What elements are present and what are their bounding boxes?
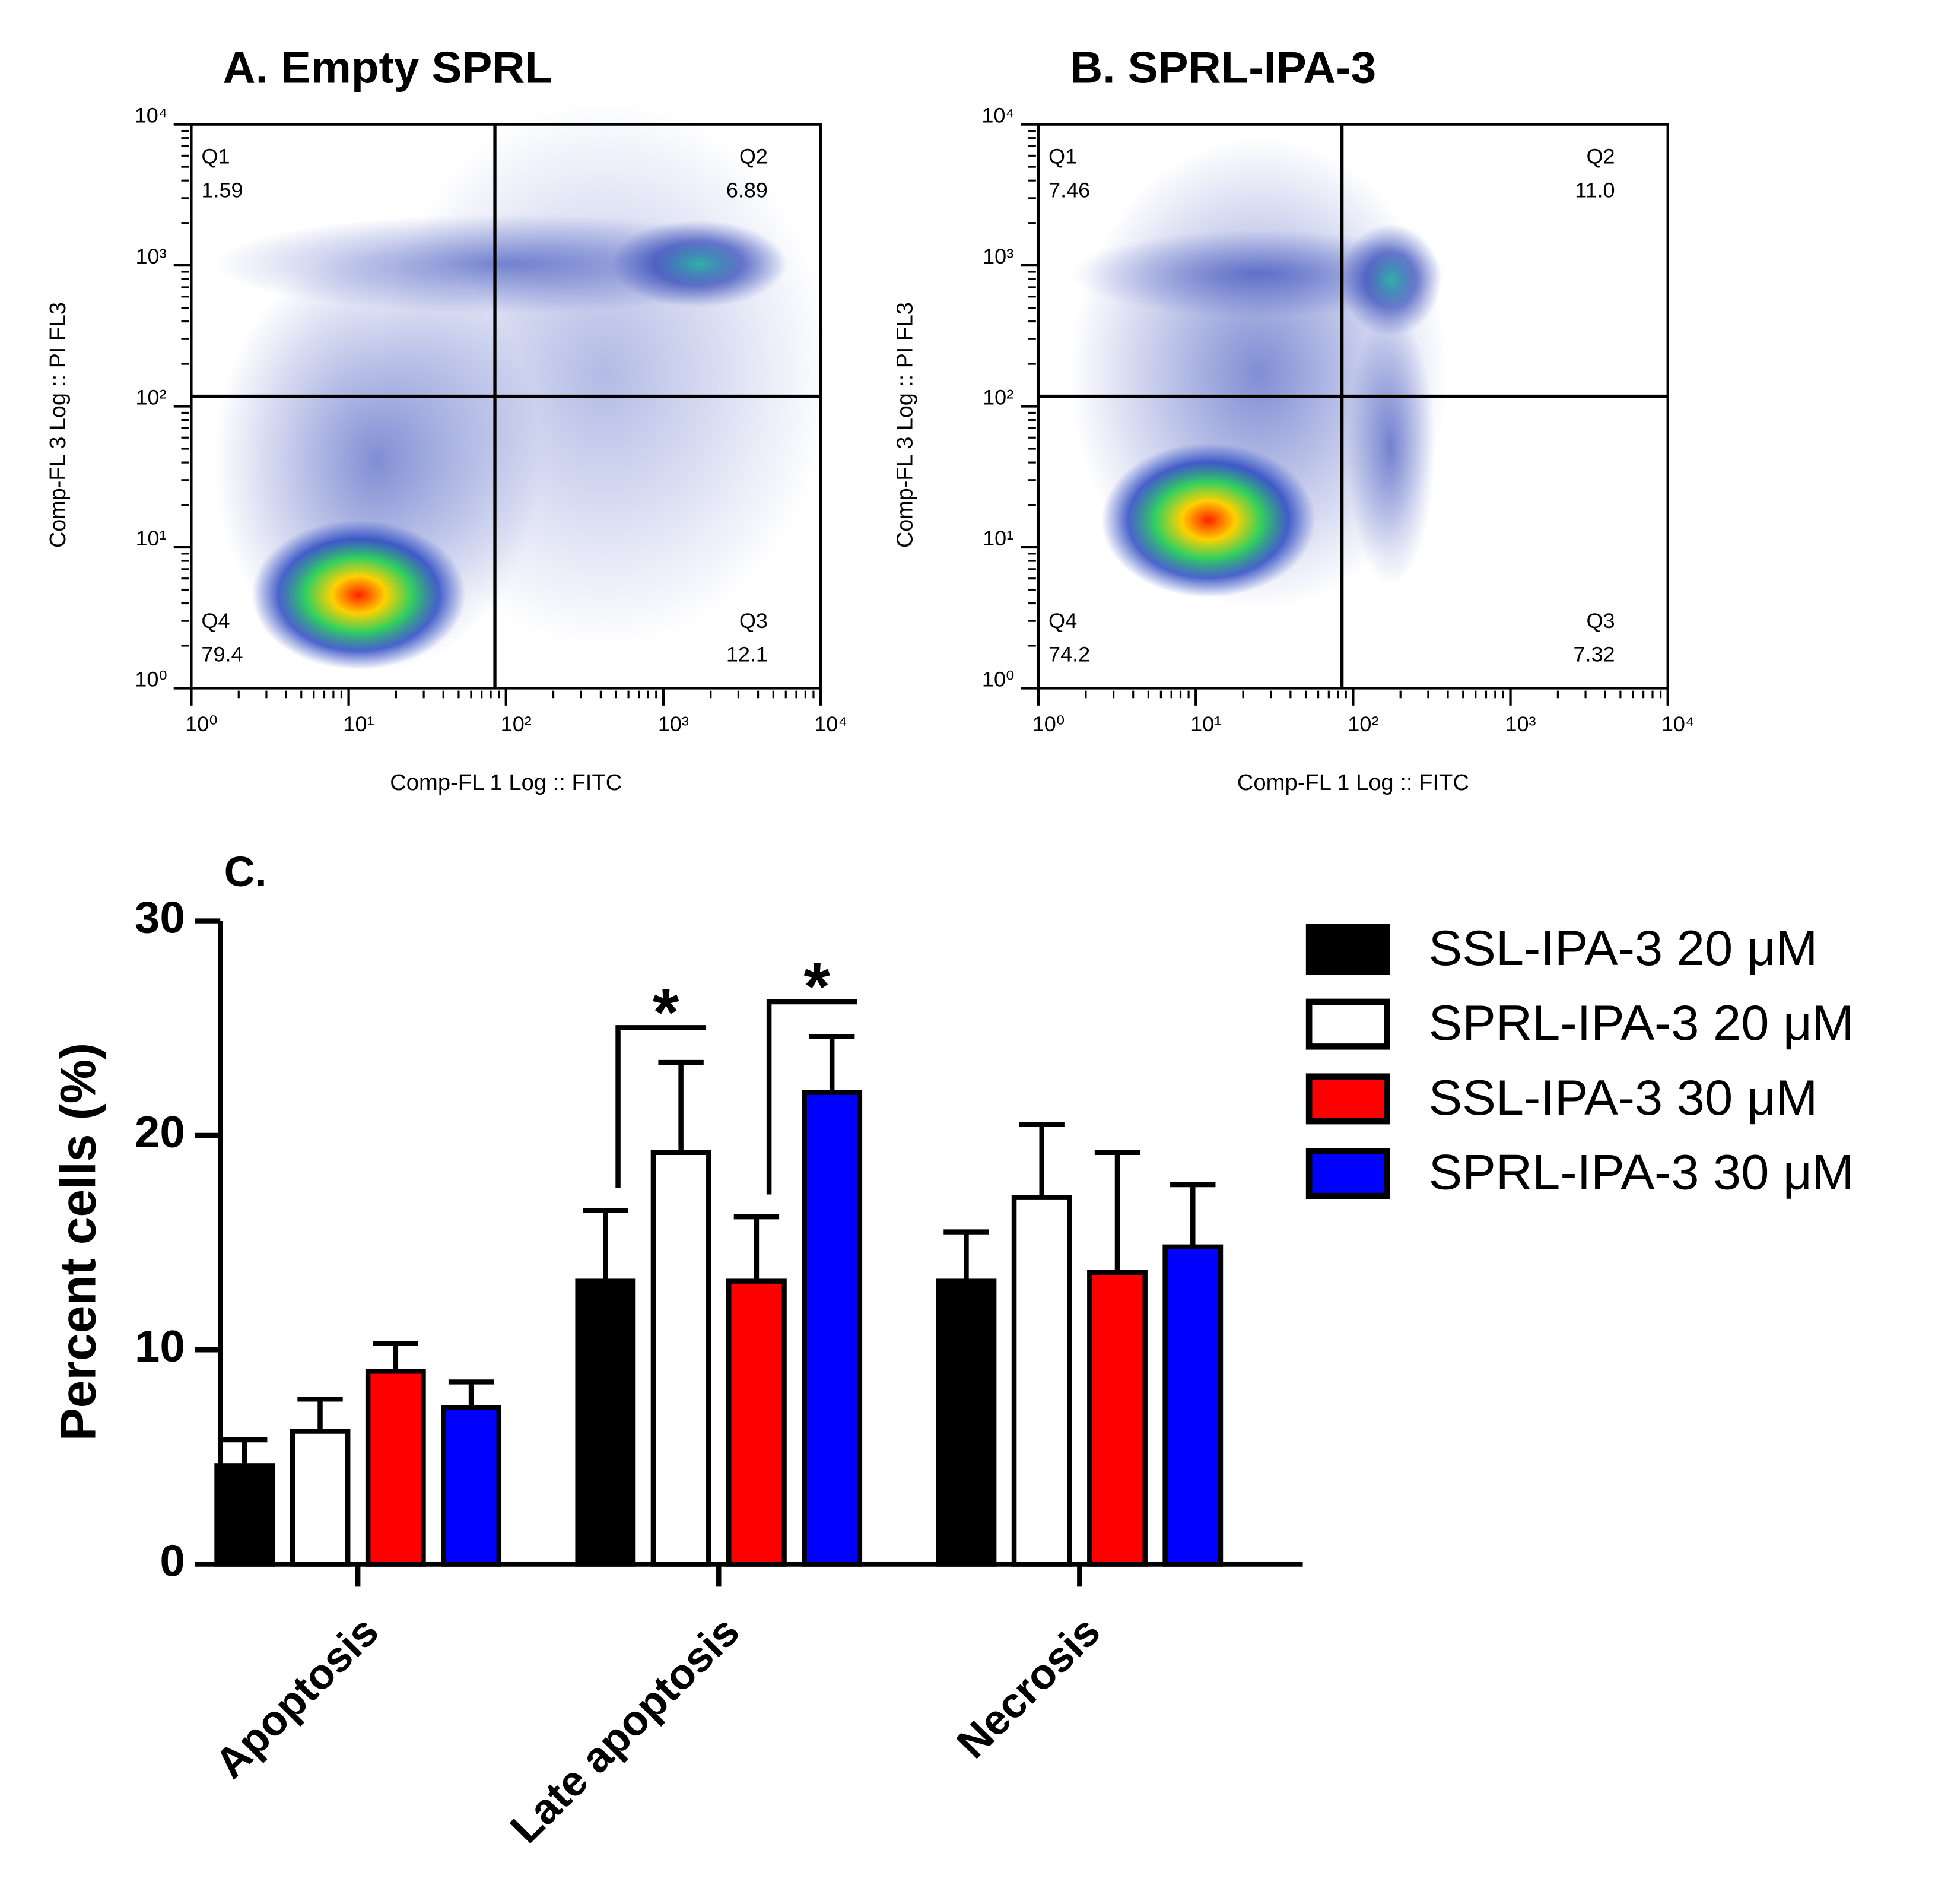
significance-label: * [803,950,830,1024]
bar [365,1369,426,1567]
x-tick-label: 10¹ [344,712,374,736]
x-tick-label: 10² [501,712,532,736]
x-axis-label: Comp-FL 1 Log :: FITC [1237,770,1469,795]
y-tick-label: 10 [135,1322,185,1372]
bar [1011,1195,1072,1567]
y-tick-label: 10³ [135,245,166,268]
y-axis-label: Comp-FL 3 Log :: PI FL3 [892,302,917,548]
bar [441,1405,501,1567]
y-tick-label: 10³ [983,245,1013,268]
legend-swatch [1305,1148,1390,1199]
x-tick-label: 10⁴ [1661,712,1695,736]
bar [214,1463,275,1567]
y-tick-label: 30 [135,893,185,943]
x-tick-label: Late apoptosis [501,1608,749,1852]
y-tick-label: 10⁴ [135,104,168,128]
quadrant-value: 79.4 [201,643,243,667]
y-tick-label: 10¹ [135,526,166,550]
quadrant-name: Q3 [739,609,768,633]
bar [575,1278,636,1567]
quadrant-name: Q3 [1587,609,1615,633]
quadrant-name: Q4 [1048,609,1077,633]
quadrant-value: 7.32 [1573,643,1615,667]
x-tick-label: 10² [1348,712,1378,736]
panel-title: C. [224,848,267,896]
legend-label: SSL-IPA-3 30 μM [1429,1070,1818,1125]
significance-bracket [615,1025,707,1188]
bar [726,1278,787,1567]
density-cloud [1340,224,1441,337]
bar [936,1278,997,1567]
y-tick-label: 10² [983,386,1013,410]
x-tick-label: 10⁰ [1032,712,1065,736]
y-tick-label: 10² [135,386,166,410]
quadrant-value: 7.46 [1048,178,1090,202]
x-tick-label: 10³ [658,712,689,736]
density-cloud [252,520,466,670]
y-tick-label: 20 [135,1107,185,1157]
x-tick-label: 10⁴ [814,712,847,736]
x-tick-label: 10⁰ [185,712,218,736]
density-clouds [214,99,1448,672]
significance-label: * [653,975,679,1050]
legend-label: SPRL-IPA-3 20 μM [1429,995,1854,1050]
quadrant-name: Q2 [739,145,768,169]
bar [1162,1244,1224,1567]
y-tick-label: 10⁴ [981,104,1015,128]
significance-bracket [766,999,857,1195]
legend-swatch [1305,924,1390,975]
bar [802,1090,863,1567]
x-tick-label: 10³ [1505,712,1536,736]
panel-title: B. SPRL-IPA-3 [1070,43,1376,93]
y-axis-label: Percent cells (%) [50,1043,106,1441]
legend-label: SSL-IPA-3 20 μM [1429,921,1818,976]
x-axis-label: Comp-FL 1 Log :: FITC [390,770,622,795]
legend-swatch [1305,998,1390,1050]
quadrant-name: Q4 [201,609,230,633]
quadrant-name: Q1 [1048,145,1077,169]
quadrant-value: 11.0 [1575,178,1615,202]
panel-title: A. Empty SPRL [223,43,552,93]
density-cloud [1101,443,1316,598]
density-cloud [610,220,787,307]
bar [650,1150,711,1567]
density-cloud [1346,311,1435,585]
x-tick-label: 10¹ [1190,712,1221,736]
legend-swatch [1305,1073,1390,1125]
x-tick-label: Apoptosis [206,1608,387,1788]
y-axis-label: Comp-FL 3 Log :: PI FL3 [46,302,71,548]
quadrant-name: Q2 [1587,145,1615,169]
quadrant-value: 74.2 [1048,643,1090,667]
quadrant-name: Q1 [201,145,230,169]
legend-label: SPRL-IPA-3 30 μM [1429,1144,1854,1199]
y-tick-label: 10¹ [983,526,1013,550]
bar [1087,1270,1148,1567]
y-tick-label: 0 [160,1536,185,1586]
y-tick-label: 10⁰ [135,668,167,691]
quadrant-value: 12.1 [726,643,768,667]
quadrant-value: 6.89 [726,178,768,202]
quadrant-value: 1.59 [201,178,243,202]
x-tick-label: Necrosis [948,1608,1109,1767]
y-tick-label: 10⁰ [982,668,1015,691]
bar [290,1429,351,1567]
